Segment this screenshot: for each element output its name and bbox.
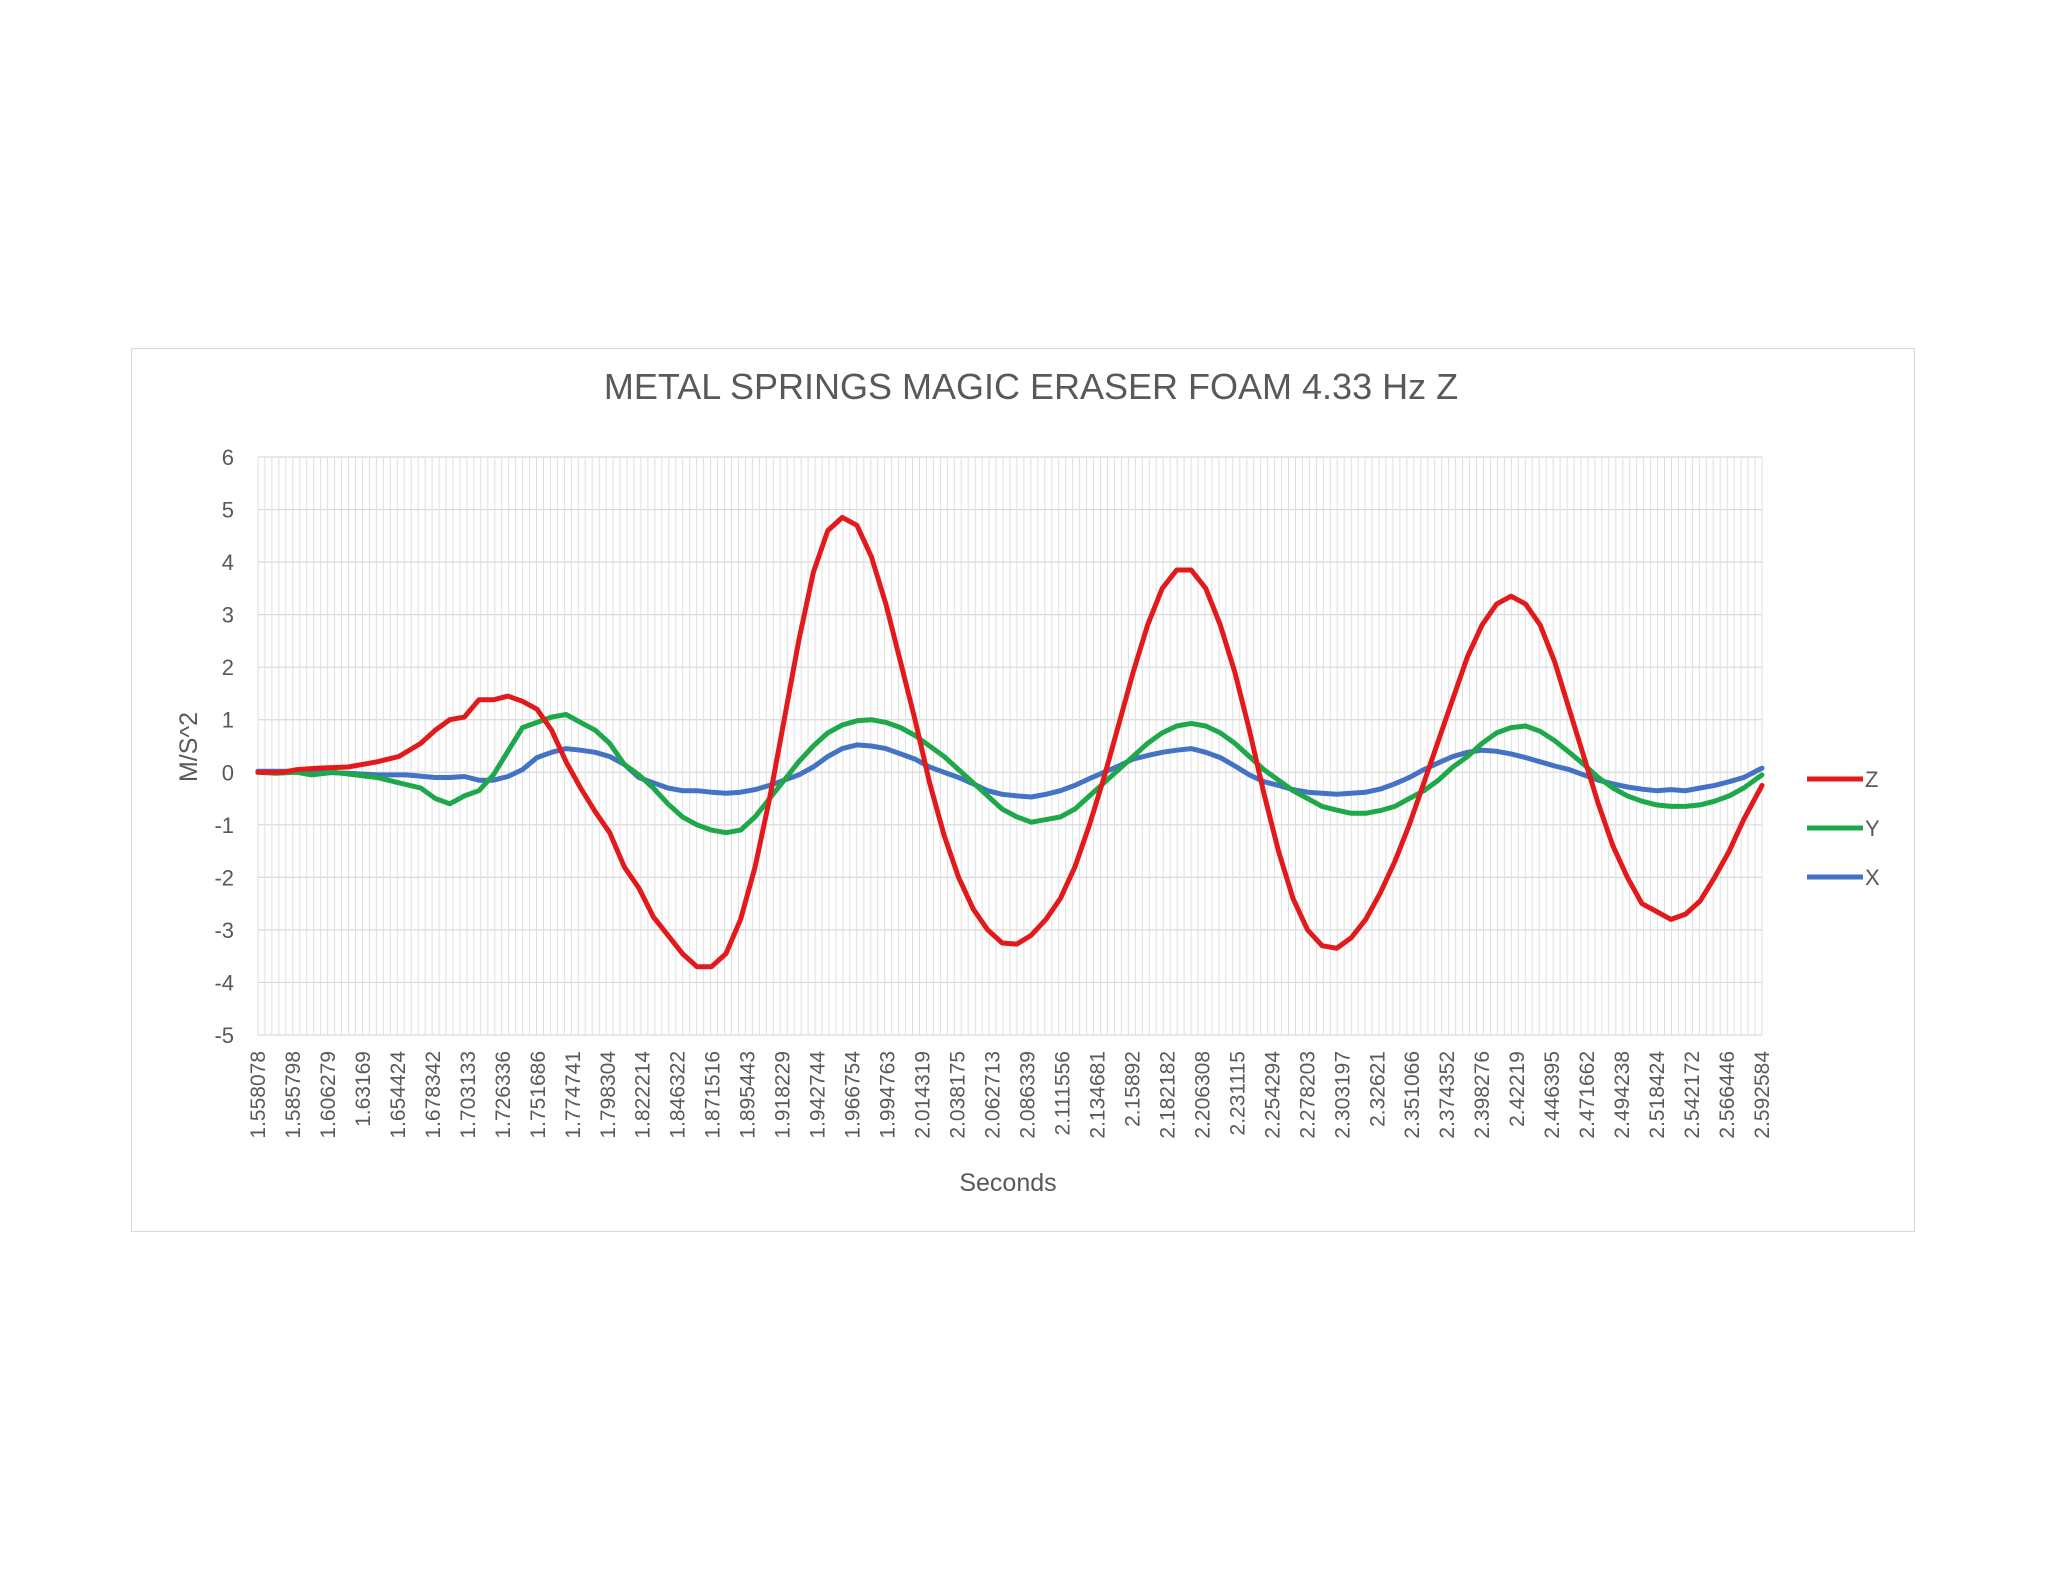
series-line-x [255,742,1765,800]
x-tick-label: 2.374352 [1436,1051,1459,1139]
x-tick-label: 1.585798 [282,1051,305,1139]
x-tick-label: 2.134681 [1086,1051,1109,1139]
x-tick-label: 1.871516 [702,1051,725,1139]
y-tick-label: -2 [214,865,234,890]
y-tick-label: -3 [214,918,234,943]
x-tick-label: 2.446395 [1541,1051,1564,1139]
legend-label-z: Z [1865,767,1878,792]
x-tick-label: 1.822214 [632,1051,655,1139]
x-tick-label: 2.566446 [1716,1051,1739,1139]
x-tick-label: 1.942744 [807,1051,830,1139]
x-tick-label: 2.398276 [1471,1051,1494,1139]
x-tick-label: 2.038175 [947,1051,970,1139]
x-tick-label: 2.494238 [1611,1051,1634,1139]
x-tick-label: 2.518424 [1646,1051,1669,1139]
x-tick-label: 1.63169 [352,1051,375,1127]
y-tick-label: 5 [222,498,234,523]
y-tick-label: 6 [222,445,234,470]
legend-label-x: X [1865,865,1880,890]
x-tick-label: 1.895443 [737,1051,760,1139]
x-tick-label: 1.798304 [597,1051,620,1139]
x-tick-label: 1.751686 [527,1051,550,1139]
y-axis-title: M/S^2 [175,712,203,782]
y-tick-label: -4 [214,970,234,995]
x-axis-title: Seconds [959,1169,1056,1197]
y-tick-label: 0 [222,760,234,785]
x-tick-label: 2.42219 [1506,1051,1529,1127]
x-tick-label: 1.606279 [317,1051,340,1139]
x-tick-label: 2.206308 [1191,1051,1214,1139]
y-tick-label: 2 [222,655,234,680]
x-tick-label: 2.303197 [1331,1051,1354,1139]
y-tick-label: 4 [222,550,234,575]
x-tick-label: 1.774741 [562,1051,585,1139]
x-tick-label: 2.592584 [1751,1051,1774,1139]
y-tick-label: 3 [222,603,234,628]
chart-container: METAL SPRINGS MAGIC ERASER FOAM 4.33 Hz … [131,348,1915,1232]
x-tick-label: 2.471662 [1576,1051,1599,1139]
chart-legend: ZYX [1807,767,1880,890]
chart-series [255,514,1765,970]
y-tick-label: 1 [222,708,234,733]
x-tick-label: 2.254294 [1261,1051,1284,1139]
x-tick-label: 2.351066 [1401,1051,1424,1139]
x-tick-label: 2.15892 [1121,1051,1144,1127]
x-tick-label: 2.231115 [1226,1051,1249,1135]
x-tick-label: 2.278203 [1296,1051,1319,1139]
x-tick-label: 2.111556 [1051,1051,1074,1135]
y-tick-label: -1 [214,813,234,838]
x-tick-label: 2.182182 [1156,1051,1179,1139]
x-tick-label: 2.32621 [1366,1051,1389,1127]
x-tick-label: 1.703133 [457,1051,480,1139]
line-chart: METAL SPRINGS MAGIC ERASER FOAM 4.33 Hz … [175,366,1880,1197]
x-tick-label: 2.086339 [1016,1051,1039,1139]
x-tick-label: 1.966754 [842,1051,865,1139]
x-tick-label: 1.918229 [772,1051,795,1139]
x-tick-label: 1.994763 [877,1051,900,1139]
y-tick-label: -5 [214,1023,234,1048]
x-tick-label: 1.558078 [247,1051,270,1139]
x-tick-label: 1.654424 [387,1051,410,1139]
x-tick-label: 2.014319 [912,1051,935,1139]
chart-title: METAL SPRINGS MAGIC ERASER FOAM 4.33 Hz … [604,366,1458,407]
x-tick-label: 1.726336 [492,1051,515,1139]
x-tick-label: 2.062713 [982,1051,1005,1139]
legend-label-y: Y [1865,816,1880,841]
x-axis-ticks: 1.558078 1.585798 1.606279 1.63169 1.654424 1… [247,1051,1774,1139]
chart-grid [257,456,1763,1036]
series-line-z [255,514,1765,970]
x-tick-label: 1.678342 [422,1051,445,1139]
x-tick-label: 1.846322 [667,1051,690,1139]
x-tick-label: 2.542172 [1681,1051,1704,1139]
y-axis-ticks: 6 5 4 3 2 1 0 -1 -2 -3 -4 -5 [214,445,234,1048]
